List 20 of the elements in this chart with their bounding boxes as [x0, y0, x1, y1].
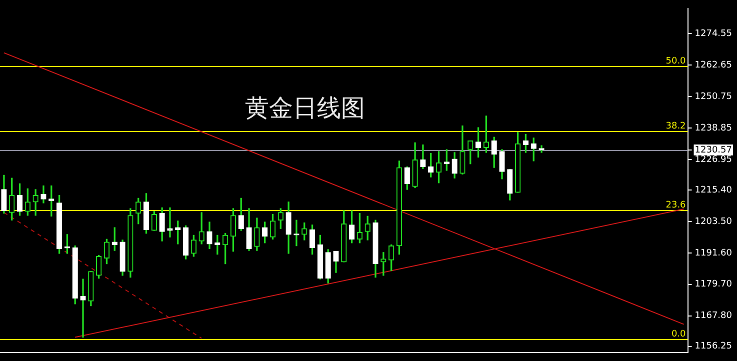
y-tick-label: 1274.55 [694, 28, 732, 39]
y-tick-label: 1167.80 [694, 311, 732, 322]
y-tick-label: 1226.95 [694, 154, 732, 165]
y-tick-label: 1262.65 [694, 60, 732, 70]
candlestick [80, 278, 86, 338]
y-tick-label: 1156.25 [694, 342, 732, 352]
y-tick-label: 1179.70 [694, 280, 732, 290]
y-tick-label: 1250.75 [694, 92, 732, 102]
y-tick-label: 1238.85 [694, 123, 732, 134]
candlestick [294, 220, 300, 246]
y-tick-label: 1215.40 [694, 185, 732, 196]
y-tick-label: 1203.50 [694, 216, 732, 227]
annotation: 50.0 [666, 56, 686, 66]
y-tick-label: 1230.57 [694, 145, 732, 156]
y-tick-label: 1191.60 [694, 248, 732, 258]
annotation: 23.6 [666, 200, 686, 210]
annotation: 0.0 [671, 329, 686, 340]
annotation: 38.2 [666, 121, 686, 132]
text: 黄金日线图 [245, 93, 365, 124]
candlestick [167, 207, 173, 238]
